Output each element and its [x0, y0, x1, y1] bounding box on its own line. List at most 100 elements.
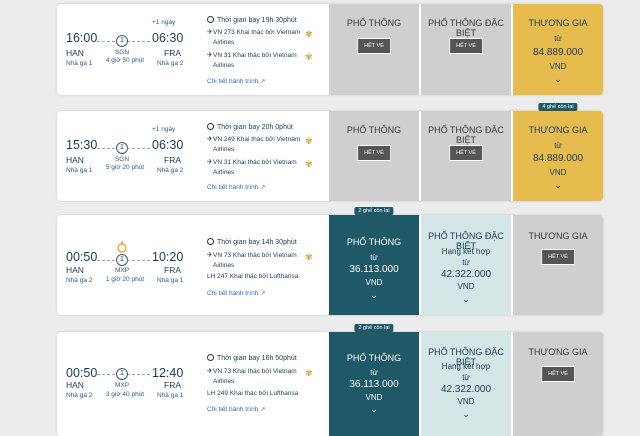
flight-leg: LH 249 Khai thác bởi Lufthansa — [207, 389, 327, 399]
itinerary-details-link[interactable]: Chi tiết hành trình ↗ — [207, 184, 265, 191]
plane-icon: ✈ — [207, 252, 213, 259]
leg-operator-cont: Airlines — [213, 39, 235, 46]
leg-operator: LH 249 Khai thác bởi Lufthansa — [207, 390, 299, 397]
arrival-time: 10:20 — [152, 250, 184, 264]
chevron-down-icon[interactable]: ⌄ — [462, 294, 470, 304]
flight-card: 00:50 12:40 1 HAN MXP FRA Nhà ga 2 3 giờ… — [57, 324, 603, 436]
departure-terminal: Nhà ga 1 — [66, 167, 93, 174]
flight-duration-text: Thời gian bay 19h 30phút — [217, 17, 297, 24]
fare-name: THƯƠNG GIA — [528, 231, 588, 241]
plane-icon: ✈ — [207, 29, 213, 36]
plane-icon: ✈ — [207, 368, 213, 375]
fare-name: PHỔ THÔNG — [346, 353, 402, 363]
flight-duration: Thời gian bay 16h 50phút — [207, 354, 297, 362]
fare-price: 84.889.000 — [532, 47, 584, 58]
chevron-down-icon[interactable]: ⌄ — [554, 180, 562, 190]
fare-economy: PHỔ THÔNG HẾT VÉ — [329, 111, 419, 201]
arrival-time: 12:40 — [152, 366, 184, 380]
fare-economy: PHỔ THÔNG HẾT VÉ — [329, 4, 419, 95]
plane-icon: ✈ — [207, 136, 213, 143]
departure-airport: HAN — [66, 265, 84, 275]
stops-count: 1 — [116, 254, 128, 266]
itinerary-details-text[interactable]: Chi tiết hành trình — [207, 184, 259, 191]
flight-times: +1 ngày 15:30 06:30 1 HAN SGN FRA Nhà ga… — [57, 111, 329, 201]
flight-times: 00:50 10:20 1 HAN MXP FRA Nhà ga 2 1 giờ… — [57, 215, 329, 315]
flight-leg: ✈ VN 31 Khai thác bởi Vietnam Airlines ✾ — [207, 51, 327, 71]
stops-count: 1 — [116, 142, 128, 154]
itinerary-details-link[interactable]: Chi tiết hành trình ↗ — [207, 290, 265, 297]
itinerary-details-text[interactable]: Chi tiết hành trình — [207, 406, 259, 413]
fare-economy[interactable]: 2 ghế còn lại PHỔ THÔNG từ 36.113.000 VN… — [329, 207, 419, 315]
vietnam-airlines-logo-icon: ✾ — [305, 159, 313, 169]
arrival-terminal: Nhà ga 1 — [157, 392, 184, 399]
fare-price: 36.113.000 — [349, 379, 399, 390]
fare-price: 42.322.000 — [440, 384, 492, 395]
flight-leg: ✈ VN 249 Khai thác bởi Vietnam Airlines ✾ — [207, 135, 327, 155]
vietnam-airlines-logo-icon: ✾ — [305, 252, 313, 262]
flight-info: Thời gian bay 16h 50phút ✈ VN 73 Khai thá… — [207, 332, 332, 436]
flight-duration-text: Thời gian bay 20h 0phút — [217, 124, 293, 131]
vietnam-airlines-logo-icon: ✾ — [305, 52, 313, 62]
arrival-airport: FRA — [164, 48, 181, 58]
fare-name: THƯƠNG GIA — [528, 125, 588, 135]
fare-premium-economy: PHỔ THÔNG ĐẶC BIỆT HẾT VÉ — [421, 4, 511, 95]
fare-name: PHỔ THÔNG — [346, 237, 402, 247]
stopover-airport: MXP — [114, 267, 130, 274]
chevron-down-icon[interactable]: ⌄ — [462, 409, 470, 419]
price-from-label: từ — [462, 258, 470, 267]
seats-left-badge: 4 ghế còn lại — [538, 103, 578, 111]
leg-operator: VN 73 Khai thác bởi Vietnam — [213, 368, 297, 375]
leg-operator-cont: Airlines — [213, 262, 235, 269]
price-from-label: từ — [370, 368, 378, 377]
price-from-label: từ — [462, 373, 470, 382]
flight-duration: Thời gian bay 14h 30phút — [207, 238, 297, 246]
flight-card: 00:50 10:20 1 HAN MXP FRA Nhà ga 2 1 giờ… — [57, 207, 603, 315]
stops-count: 1 — [116, 368, 128, 380]
flight-duration: Thời gian bay 20h 0phút — [207, 123, 293, 131]
fare-name: PHỔ THÔNG ĐẶC BIỆT — [428, 231, 504, 251]
external-link-icon: ↗ — [260, 79, 266, 85]
fare-premium-economy[interactable]: PHỔ THÔNG ĐẶC BIỆT Hạng kết hợp từ 42.32… — [421, 332, 511, 436]
arrival-terminal: Nhà ga 2 — [157, 60, 184, 67]
flight-leg: ✈ VN 273 Khai thác bởi Vietnam Airlines ✾ — [207, 28, 327, 48]
chevron-down-icon[interactable]: ⌄ — [370, 290, 378, 300]
fare-business: THƯƠNG GIA HẾT VÉ — [513, 215, 603, 315]
flight-leg: LH 247 Khai thác bởi Lufthansa — [207, 272, 327, 282]
stopwatch-icon — [117, 241, 127, 253]
departure-terminal: Nhà ga 1 — [66, 60, 93, 67]
itinerary-details-text[interactable]: Chi tiết hành trình — [207, 290, 259, 297]
fare-name: THƯƠNG GIA — [528, 18, 588, 28]
fare-business[interactable]: THƯƠNG GIA từ 84.889.000 VND ⌄ — [513, 4, 603, 95]
fare-premium-economy[interactable]: PHỔ THÔNG ĐẶC BIỆT Hạng kết hợp từ 42.32… — [421, 215, 511, 315]
fare-name: PHỔ THÔNG ĐẶC BIỆT — [428, 347, 504, 367]
itinerary-details-text[interactable]: Chi tiết hành trình — [207, 78, 259, 85]
next-day-label: +1 ngày — [152, 126, 176, 133]
sold-out-badge: HẾT VÉ — [449, 38, 483, 54]
arrival-airport: FRA — [164, 265, 181, 275]
fare-business[interactable]: 4 ghế còn lại THƯƠNG GIA từ 84.889.000 V… — [513, 103, 603, 201]
fare-economy[interactable]: 2 ghế còn lại PHỔ THÔNG từ 36.113.000 VN… — [329, 324, 419, 436]
clock-icon — [207, 16, 214, 23]
external-link-icon: ↗ — [260, 407, 266, 413]
chevron-down-icon[interactable]: ⌄ — [554, 74, 562, 84]
departure-time: 15:30 — [66, 138, 98, 152]
fare-currency: VND — [549, 62, 567, 71]
leg-operator-cont: Airlines — [213, 146, 235, 153]
itinerary-details-link[interactable]: Chi tiết hành trình ↗ — [207, 406, 265, 413]
leg-operator: LH 247 Khai thác bởi Lufthansa — [207, 273, 299, 280]
fare-currency: VND — [365, 393, 383, 402]
external-link-icon: ↗ — [260, 185, 266, 191]
seats-left-badge: 2 ghế còn lại — [354, 324, 394, 332]
leg-operator: VN 249 Khai thác bởi Vietnam — [213, 136, 301, 143]
sold-out-badge: HẾT VÉ — [541, 249, 575, 265]
fare-currency: VND — [549, 168, 567, 177]
price-from-label: từ — [554, 34, 562, 43]
plane-icon: ✈ — [207, 52, 213, 59]
departure-time: 16:00 — [66, 31, 98, 45]
stopover-airport: SGN — [114, 156, 130, 163]
itinerary-details-link[interactable]: Chi tiết hành trình ↗ — [207, 78, 265, 85]
chevron-down-icon[interactable]: ⌄ — [370, 404, 378, 414]
flight-leg: ✈ VN 31 Khai thác bởi Vietnam Airlines ✾ — [207, 158, 327, 178]
price-from-label: từ — [554, 141, 562, 150]
fare-currency: VND — [457, 282, 475, 291]
